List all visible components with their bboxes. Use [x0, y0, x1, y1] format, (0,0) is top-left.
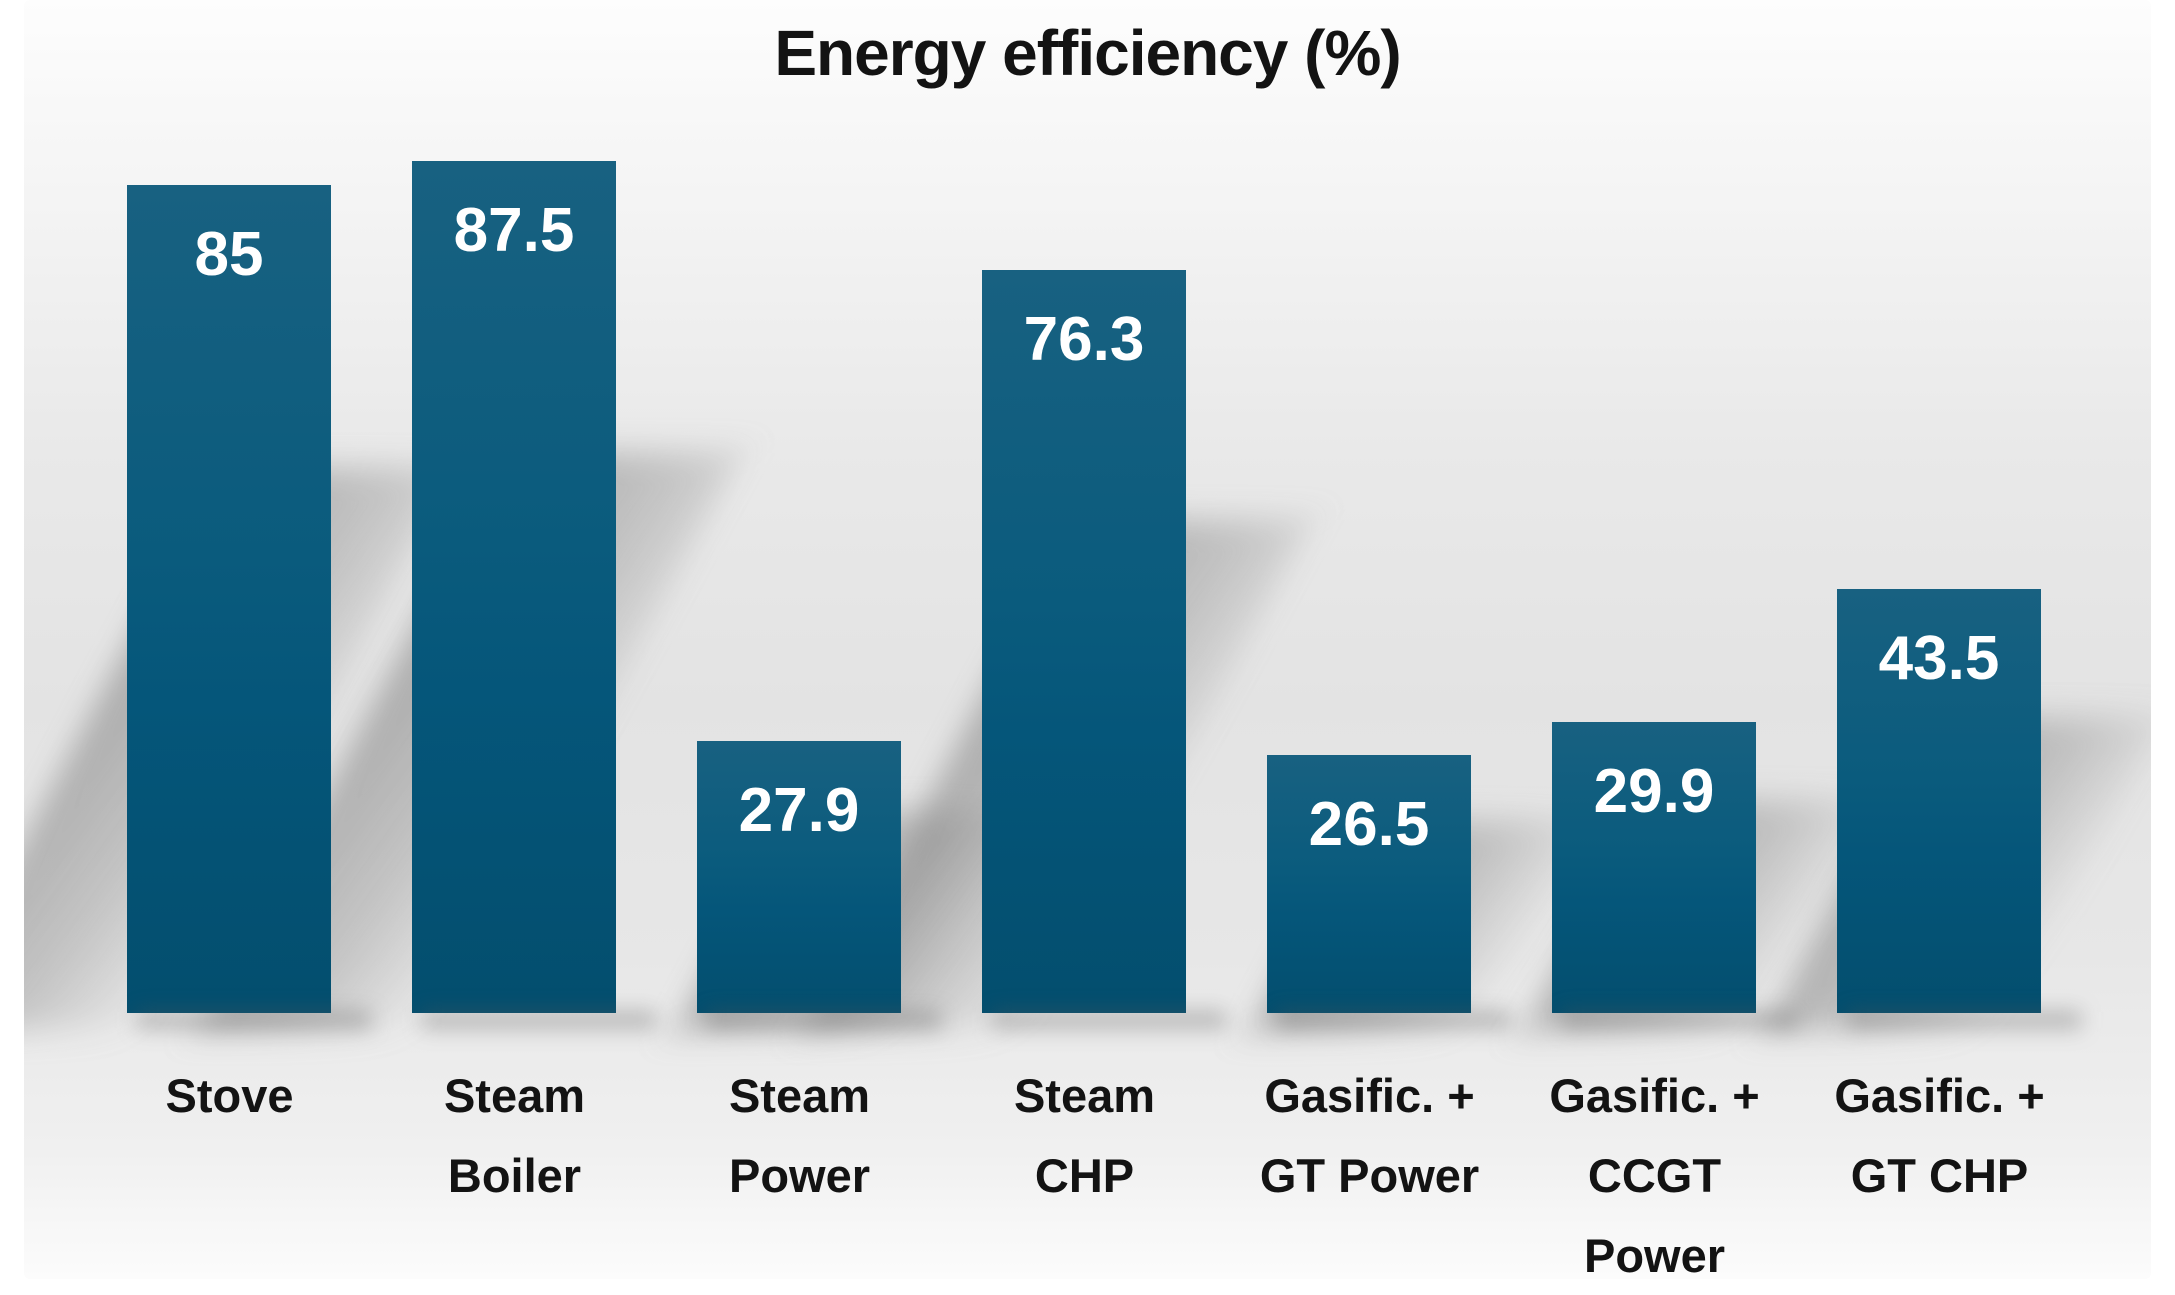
bar-column-steam-boiler: 87.5 [199, 120, 743, 1031]
category-label-gasific-ccgt-power: Gasific. + CCGT Power [1512, 1056, 1797, 1279]
category-label-gasific-gt-power: Gasific. + GT Power [1227, 1056, 1512, 1279]
bar-value-label: 85 [194, 220, 264, 289]
category-label-line: Boiler [447, 1149, 582, 1202]
bar-value-label: 76.3 [1023, 305, 1145, 374]
category-label-line: CHP [1034, 1149, 1135, 1202]
bar-column-steam-chp: 76.3 [805, 120, 1312, 1031]
category-label-line: Gasific. + [1834, 1069, 2045, 1122]
category-label-stove: Stove [87, 1056, 372, 1279]
bar-value-label: 29.9 [1593, 757, 1715, 826]
bar-stove: 85 [127, 185, 331, 1013]
bar-gasific-gt-power: 26.5 [1267, 755, 1471, 1013]
category-label-steam-power: Steam Power [657, 1056, 942, 1279]
bar-column-steam-power: 27.9 [657, 120, 1027, 1031]
bar-value-label: 26.5 [1308, 790, 1430, 859]
bar-steam-power: 27.9 [697, 741, 901, 1013]
category-label-line: Steam [728, 1069, 871, 1122]
bar-steam-boiler: 87.5 [412, 161, 616, 1013]
category-label-line: Gasific. + [1264, 1069, 1475, 1122]
category-axis: Stove Steam Boiler Steam Power Steam CHP Gasifi… [87, 1056, 2082, 1279]
category-label-gasific-gt-chp: Gasific. + GT CHP [1797, 1056, 2082, 1279]
bar-column-stove: 85 [24, 120, 457, 1031]
category-label-line: GT CHP [1850, 1149, 2029, 1202]
bar-gasific-gt-chp: 43.5 [1837, 589, 2041, 1013]
plot-area: 85 87.5 27.9 76.3 26.5 29.9 43.5 [24, 120, 2151, 1031]
bar-value-label: 87.5 [453, 196, 575, 265]
bar-value-label: 27.9 [738, 776, 860, 845]
category-label-steam-boiler: Steam Boiler [372, 1056, 657, 1279]
category-label-line: Steam [443, 1069, 586, 1122]
bar-gasific-ccgt-power: 29.9 [1552, 722, 1756, 1013]
chart-background-panel: Energy efficiency (%) 85 87.5 27.9 76.3 26.5… [24, 0, 2151, 1279]
category-label-line: Gasific. + [1549, 1069, 1760, 1122]
category-label-line: GT Power [1259, 1149, 1480, 1202]
category-label-steam-chp: Steam CHP [942, 1056, 1227, 1279]
chart-title: Energy efficiency (%) [774, 17, 1401, 89]
bar-steam-chp: 76.3 [982, 270, 1186, 1013]
category-label-line: CCGT [1587, 1149, 1722, 1202]
bar-column-gasific-ccgt-power: 29.9 [1512, 120, 1882, 1031]
category-label-line: Steam [1013, 1069, 1156, 1122]
bar-column-gasific-gt-chp: 43.5 [1765, 120, 2151, 1031]
bar-value-label: 43.5 [1878, 624, 2000, 693]
bar-column-gasific-gt-power: 26.5 [1227, 120, 1597, 1031]
category-label-line: Power [1583, 1229, 1726, 1279]
category-label-line: Power [728, 1149, 871, 1202]
category-label-line: Stove [165, 1069, 294, 1122]
